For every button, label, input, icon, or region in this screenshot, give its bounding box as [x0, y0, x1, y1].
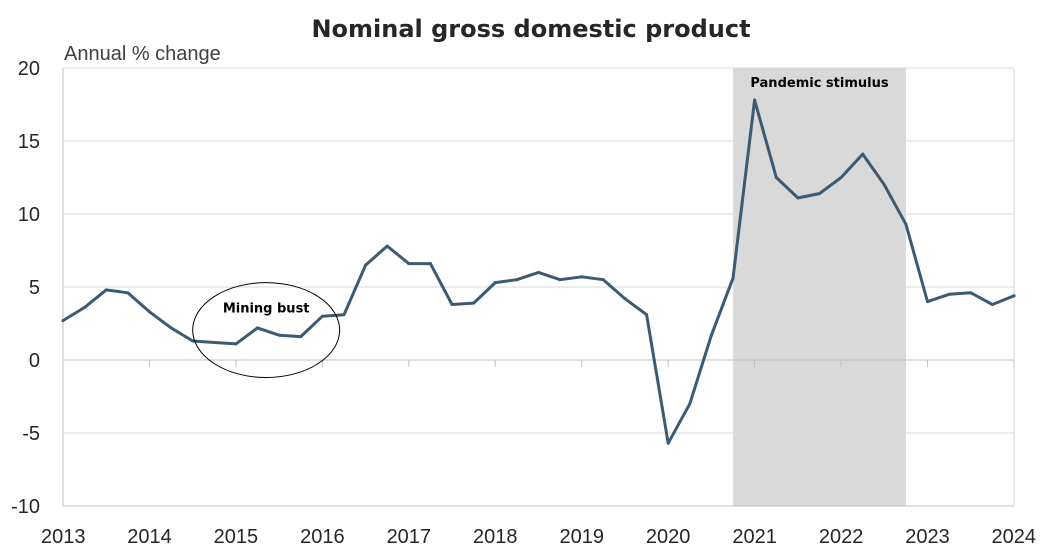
chart-title: Nominal gross domestic product — [311, 15, 750, 43]
data-point — [969, 291, 973, 295]
x-tick-labels: 2013 2014 2015 2016 2017 2018 2019 2020 2021 2022… — [41, 526, 1036, 548]
x-tick-label: 2019 — [559, 526, 604, 548]
gridlines — [63, 67, 1015, 506]
x-tick-label: 2018 — [473, 526, 518, 548]
data-point — [342, 313, 346, 317]
x-tick-label: 2013 — [41, 526, 86, 548]
data-point — [212, 340, 216, 344]
mining-bust-label: Mining bust — [223, 302, 310, 317]
data-point — [61, 319, 65, 323]
data-point — [169, 326, 173, 330]
mining-bust-ellipse — [192, 282, 341, 379]
data-point — [688, 402, 692, 406]
x-tick-label: 2023 — [905, 526, 950, 548]
x-tick-label: 2022 — [819, 526, 864, 548]
data-point — [407, 262, 411, 266]
y-tick-label: 5 — [29, 277, 40, 299]
y-tick-label: 15 — [18, 131, 40, 153]
data-point — [385, 244, 389, 248]
x-tick-label: 2021 — [732, 526, 777, 548]
data-point — [601, 278, 605, 282]
data-point — [926, 300, 930, 304]
data-point — [796, 196, 800, 200]
y-tick-label: -10 — [11, 496, 40, 518]
data-point — [126, 291, 130, 295]
data-point — [537, 270, 540, 274]
data-point — [493, 281, 497, 285]
axes — [62, 68, 1015, 507]
x-tick-label: 2015 — [214, 526, 259, 548]
data-point — [1012, 294, 1016, 298]
x-tick-label: 2016 — [300, 526, 345, 548]
data-point — [364, 263, 368, 267]
data-point — [277, 333, 281, 337]
data-point — [623, 297, 627, 301]
y-tick-labels: 20 15 10 5 0 -5 -10 — [11, 58, 40, 518]
annotation-layer: Pandemic stimulus Mining bust — [192, 76, 889, 379]
data-point — [558, 278, 562, 282]
x-tick-label: 2020 — [646, 526, 691, 548]
data-point — [320, 314, 324, 318]
y-tick-label: 0 — [29, 350, 40, 372]
data-point — [817, 192, 821, 196]
data-point — [882, 183, 886, 187]
data-point — [104, 288, 108, 292]
data-point — [450, 303, 454, 307]
data-point — [147, 310, 151, 314]
data-point — [428, 262, 432, 266]
x-tick-label: 2024 — [992, 526, 1037, 548]
data-point — [234, 342, 238, 346]
data-point — [731, 276, 735, 280]
data-point — [839, 176, 843, 179]
data-point — [753, 98, 757, 102]
y-tick-label: 10 — [18, 204, 40, 226]
series-layer — [61, 98, 1016, 445]
data-point — [709, 333, 713, 337]
y-tick-label: 20 — [18, 58, 40, 80]
y-tick-label: -5 — [22, 423, 40, 445]
y-axis-label: Annual % change — [64, 43, 221, 65]
data-point — [515, 278, 519, 282]
data-point — [990, 303, 994, 307]
data-point — [774, 176, 778, 179]
data-point — [666, 441, 670, 445]
data-point — [472, 301, 476, 305]
data-point — [83, 305, 87, 309]
data-point — [256, 326, 260, 330]
data-point — [191, 339, 195, 343]
x-tick-label: 2017 — [387, 526, 432, 548]
pandemic-stimulus-label: Pandemic stimulus — [750, 76, 888, 91]
data-point — [861, 152, 865, 156]
data-point — [645, 313, 649, 317]
data-point — [580, 275, 584, 279]
data-point — [299, 335, 303, 339]
data-point — [904, 222, 908, 226]
data-point — [947, 292, 951, 296]
x-tick-label: 2014 — [127, 526, 172, 548]
